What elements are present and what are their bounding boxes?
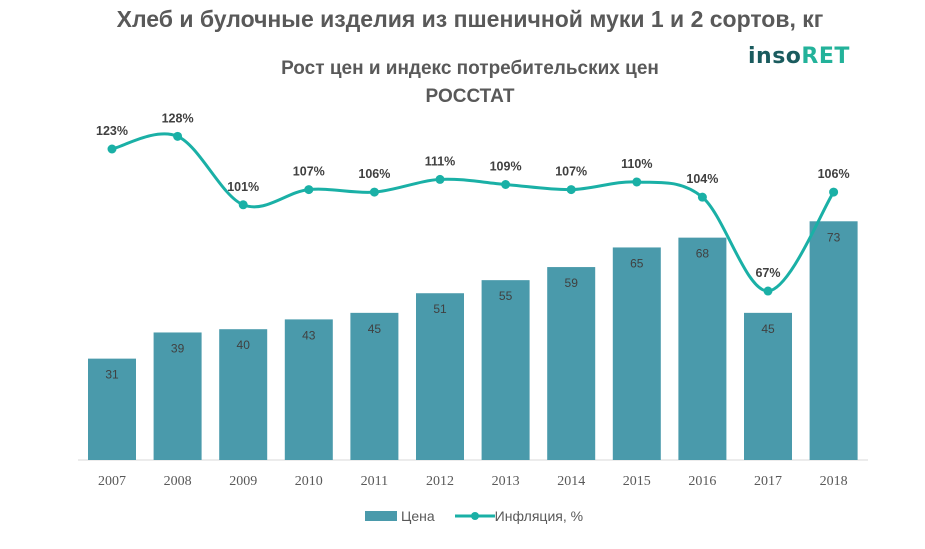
inflation-point-2014 (566, 185, 576, 195)
inflation-point-2007 (107, 144, 117, 154)
x-tick-2015: 2015 (623, 474, 651, 489)
inflation-point-2008 (173, 131, 183, 141)
inflation-label-2015: 110% (621, 157, 652, 171)
x-tick-2008: 2008 (164, 474, 192, 489)
bar-2007 (88, 358, 136, 460)
bar-2017 (744, 312, 792, 460)
inflation-point-2012 (435, 174, 445, 184)
bar-2010 (284, 319, 333, 460)
inflation-point-2017 (763, 286, 773, 296)
bar-2018 (809, 221, 858, 460)
bar-label-2012: 51 (433, 302, 447, 316)
insoret-logo: insoRET (748, 44, 850, 69)
bar-2009 (219, 329, 268, 460)
inflation-label-2017: 67% (755, 266, 780, 280)
x-tick-2013: 2013 (492, 474, 520, 489)
x-tick-2007: 2007 (98, 474, 126, 489)
inflation-point-2018 (829, 187, 839, 197)
inflation-label-2009: 101% (227, 180, 259, 194)
bar-label-2016: 68 (696, 247, 710, 261)
inflation-point-2016 (697, 192, 707, 202)
x-tick-2014: 2014 (557, 474, 585, 489)
x-tick-2009: 2009 (229, 474, 257, 489)
x-tick-2016: 2016 (688, 474, 716, 489)
inflation-label-2011: 106% (358, 167, 390, 181)
inflation-point-2009 (238, 200, 248, 210)
inflation-point-2011 (369, 187, 379, 197)
bar-2013 (481, 280, 530, 460)
inflation-line (111, 132, 835, 293)
bar-label-2011: 45 (368, 322, 382, 336)
bar-label-2007: 31 (105, 368, 119, 382)
legend-line-swatch (454, 512, 495, 520)
inflation-label-2018: 106% (818, 167, 850, 181)
legend: Цена Инфляция, % (365, 508, 583, 524)
x-tick-2018: 2018 (820, 474, 848, 489)
bar-label-2014: 59 (565, 276, 579, 290)
bar-2015 (612, 247, 661, 460)
bar-label-2017: 45 (761, 322, 775, 336)
inflation-label-2016: 104% (686, 172, 718, 186)
x-tick-2017: 2017 (754, 474, 782, 489)
bar-2008 (153, 332, 202, 460)
legend-label-inflation: Инфляция, % (494, 508, 584, 524)
inflation-point-2010 (304, 185, 314, 195)
x-tick-2012: 2012 (426, 474, 454, 489)
legend-label-price: Цена (401, 508, 435, 524)
inflation-label-2014: 107% (555, 165, 587, 179)
inflation-label-2012: 111% (425, 154, 456, 168)
bar-label-2009: 40 (237, 338, 251, 352)
bar-label-2013: 55 (499, 289, 513, 303)
inflation-point-2015 (632, 177, 642, 187)
chart-title: Хлеб и булочные изделия из пшеничной мук… (116, 6, 824, 32)
bar-label-2015: 65 (630, 256, 644, 270)
bar-label-2018: 73 (827, 230, 841, 244)
inflation-label-2008: 128% (162, 111, 194, 125)
chart-source: РОССТАТ (425, 86, 515, 107)
x-tick-2011: 2011 (361, 474, 388, 489)
bar-2011 (350, 312, 399, 460)
bar-label-2010: 43 (302, 328, 316, 342)
legend-bar-swatch (365, 511, 397, 521)
bar-2016 (678, 237, 727, 460)
inflation-point-2013 (501, 180, 511, 190)
bar-2014 (547, 267, 596, 460)
bar-2012 (416, 293, 464, 460)
chart-subtitle: Рост цен и индекс потребительских цен (281, 58, 659, 79)
x-tick-2010: 2010 (295, 474, 323, 489)
inflation-label-2010: 107% (293, 165, 325, 179)
inflation-label-2007: 123% (96, 124, 128, 138)
inflation-label-2013: 109% (490, 160, 522, 174)
bar-label-2008: 39 (171, 341, 185, 355)
